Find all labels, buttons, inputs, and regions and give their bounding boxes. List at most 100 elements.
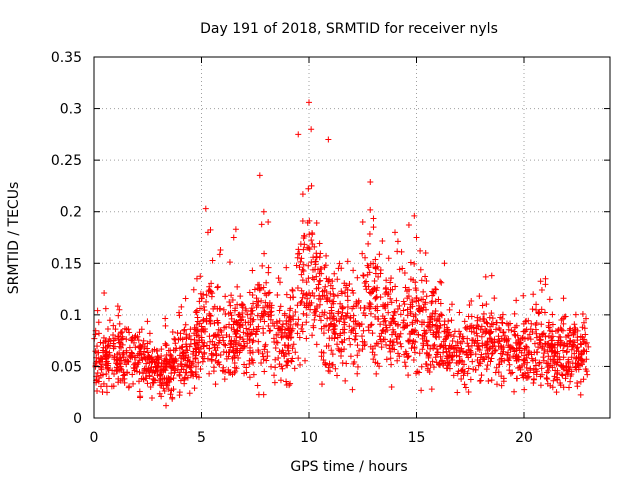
data-point	[104, 325, 111, 332]
data-point	[428, 386, 435, 393]
data-point	[260, 353, 267, 360]
data-point	[195, 359, 202, 366]
data-point	[136, 329, 143, 336]
data-point	[180, 366, 187, 373]
data-point	[313, 219, 320, 226]
data-point	[246, 374, 253, 381]
data-point	[281, 310, 288, 317]
data-point	[437, 278, 444, 285]
data-point	[372, 256, 379, 263]
data-point	[495, 343, 502, 350]
data-point	[497, 350, 504, 357]
data-point	[425, 354, 432, 361]
data-point	[347, 353, 354, 360]
data-point	[412, 338, 419, 345]
data-point	[417, 266, 424, 273]
data-point	[331, 270, 338, 277]
data-point	[460, 372, 467, 379]
data-point	[306, 290, 313, 297]
data-point	[225, 353, 232, 360]
data-point	[468, 297, 475, 304]
data-point	[426, 368, 433, 375]
data-point	[263, 292, 270, 299]
data-point	[394, 357, 401, 364]
data-point	[246, 289, 253, 296]
data-point	[480, 310, 487, 317]
data-point	[344, 304, 351, 311]
data-point	[511, 310, 518, 317]
data-point	[469, 358, 476, 365]
data-point	[428, 300, 435, 307]
data-point	[309, 332, 316, 339]
data-point	[526, 349, 533, 356]
data-point	[303, 335, 310, 342]
data-point	[438, 312, 445, 319]
data-point	[552, 327, 559, 334]
data-point	[187, 326, 194, 333]
data-point	[580, 376, 587, 383]
data-point	[264, 348, 271, 355]
data-point	[95, 355, 102, 362]
data-point	[495, 369, 502, 376]
data-point	[371, 286, 378, 293]
data-point	[106, 342, 113, 349]
data-point	[227, 302, 234, 309]
data-point	[440, 360, 447, 367]
data-point	[206, 345, 213, 352]
data-point	[196, 298, 203, 305]
data-point	[287, 329, 294, 336]
data-point	[520, 374, 527, 381]
data-point	[374, 263, 381, 270]
data-point	[276, 307, 283, 314]
data-point	[253, 326, 260, 333]
y-tick-label: 0.2	[60, 205, 82, 221]
data-point	[388, 299, 395, 306]
data-point	[422, 249, 429, 256]
data-point	[366, 230, 373, 237]
data-point	[560, 342, 567, 349]
data-point	[318, 317, 325, 324]
data-point	[391, 308, 398, 315]
data-point	[179, 350, 186, 357]
data-point	[187, 336, 194, 343]
data-point	[423, 293, 430, 300]
data-point	[201, 328, 208, 335]
data-point	[543, 375, 550, 382]
data-point	[533, 334, 540, 341]
data-point	[265, 322, 272, 329]
data-point	[546, 364, 553, 371]
data-point	[221, 376, 228, 383]
data-point	[185, 354, 192, 361]
data-point	[554, 376, 561, 383]
data-point	[201, 339, 208, 346]
data-point	[309, 229, 316, 236]
data-point	[342, 377, 349, 384]
data-point	[400, 324, 407, 331]
data-point	[253, 295, 260, 302]
data-point	[194, 318, 201, 325]
data-point	[243, 369, 250, 376]
data-point	[232, 226, 239, 233]
data-point	[380, 301, 387, 308]
data-point	[93, 349, 100, 356]
data-point	[427, 345, 434, 352]
data-point	[336, 318, 343, 325]
data-point	[293, 262, 300, 269]
data-point	[543, 369, 550, 376]
data-point	[208, 350, 215, 357]
data-point	[220, 306, 227, 313]
data-point	[540, 354, 547, 361]
data-point	[193, 373, 200, 380]
data-point	[441, 260, 448, 267]
data-point	[230, 234, 237, 241]
data-point	[316, 292, 323, 299]
data-point	[559, 372, 566, 379]
data-point	[411, 260, 418, 267]
data-point	[299, 266, 306, 273]
data-point	[383, 341, 390, 348]
data-point	[258, 314, 265, 321]
data-point	[407, 259, 414, 266]
data-point	[508, 344, 515, 351]
data-point	[247, 321, 254, 328]
data-point	[545, 324, 552, 331]
